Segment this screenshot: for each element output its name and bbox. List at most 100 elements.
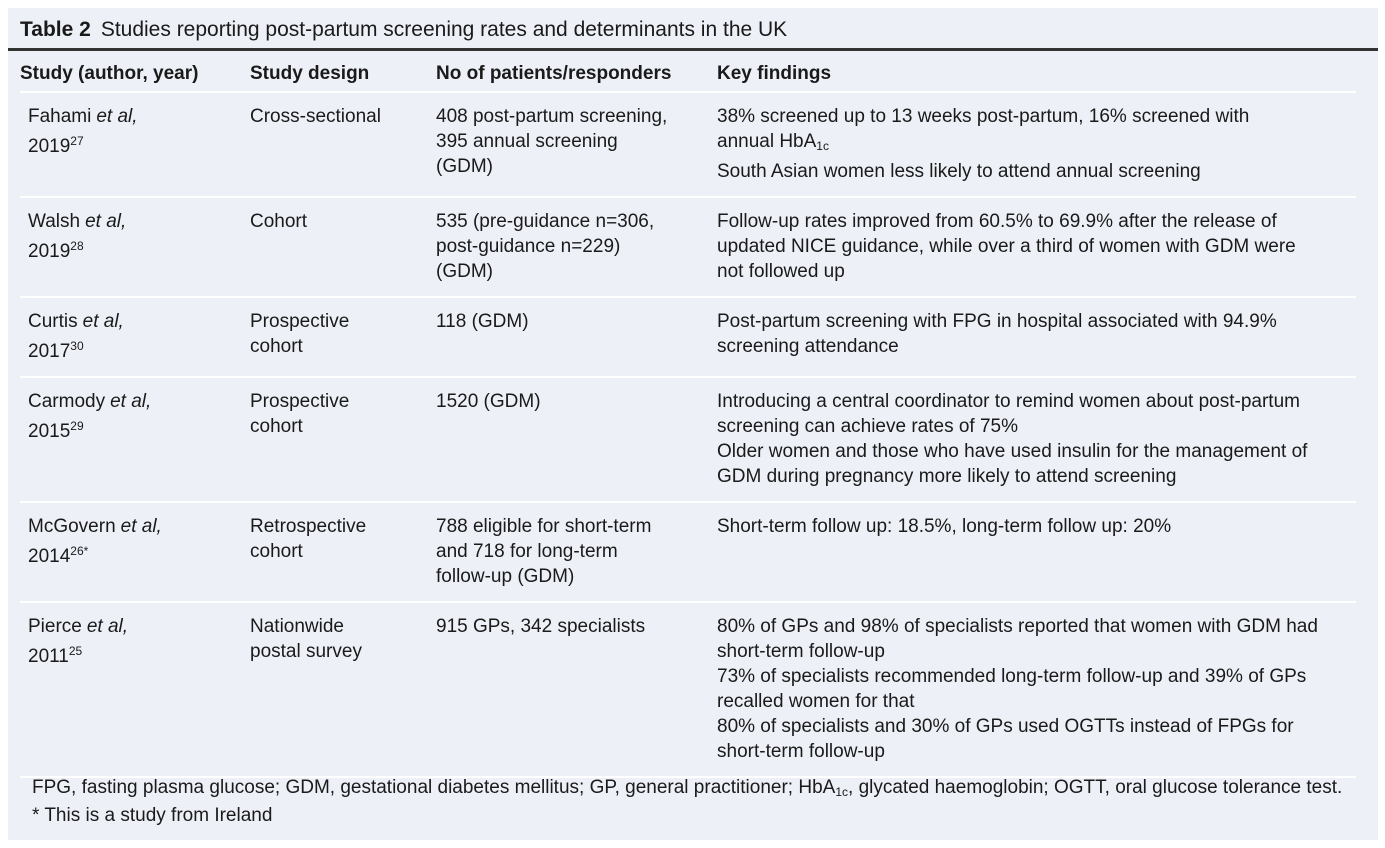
text-line: FPG, fasting plasma glucose; GDM, gestat…: [32, 776, 1342, 804]
text-line: cohort: [250, 416, 303, 437]
text: 2019: [28, 136, 71, 157]
text-line: post-guidance n=229): [436, 236, 621, 257]
text: Curtis: [28, 311, 78, 332]
table-panel: Table 2 Studies reporting post-partum scr…: [8, 8, 1378, 840]
text-line: 395 annual screening: [436, 131, 618, 152]
column-header: Study design: [250, 63, 370, 84]
text-line: GDM during pregnancy more likely to atte…: [717, 466, 1177, 487]
column-header: Key findings: [717, 63, 832, 84]
text-line: 38% screened up to 13 weeks post-partum,…: [717, 106, 1250, 127]
table-cell: 118 (GDM): [436, 309, 717, 364]
text-line: Nationwide: [250, 616, 344, 637]
text: Fahami: [28, 106, 92, 127]
text: , glycated haemoglobin; OGTT, oral gluco…: [848, 777, 1343, 798]
table: Study (author, year) Study design No of pa…: [20, 52, 1356, 778]
table-row: McGovern et al, 201426* Retrospective cohort…: [20, 503, 1356, 603]
text-line: 201426*: [28, 539, 250, 569]
text-line: 788 eligible for short-term: [436, 516, 652, 537]
text-line: Follow-up rates improved from 60.5% to 6…: [717, 211, 1277, 232]
table-cell: Prospective cohort: [250, 389, 436, 489]
text-line: Curtis et al,: [28, 309, 250, 334]
text-line: Cohort: [250, 211, 308, 232]
text-line: short-term follow-up: [717, 741, 885, 762]
text-line: (GDM): [436, 261, 493, 282]
text-line: screening can achieve rates of 75%: [717, 416, 1019, 437]
text-line: * This is a study from Ireland: [32, 805, 273, 826]
table-cell: Walsh et al, 201928: [20, 209, 250, 284]
table-row: Walsh et al, 201928 Cohort 535 (pre-guidance…: [20, 198, 1356, 298]
table-cell: 408 post-partum screening, 395 annual scr…: [436, 104, 717, 184]
italic-text: et al,: [82, 311, 124, 332]
text-line: recalled women for that: [717, 691, 915, 712]
text-line: 201730: [28, 334, 250, 364]
text-line: 201125: [28, 639, 250, 669]
table-row: Pierce et al, 201125 Nationwide postal surve…: [20, 603, 1356, 778]
text-line: Post-partum screening with FPG in hospit…: [717, 311, 1277, 332]
table-cell: Follow-up rates improved from 60.5% to 6…: [717, 209, 1356, 284]
table-cell: Cross-sectional: [250, 104, 436, 184]
text: 2015: [28, 421, 71, 442]
text-line: South Asian women less likely to attend …: [717, 161, 1201, 182]
text-line: 1520 (GDM): [436, 391, 541, 412]
text: Walsh: [28, 211, 81, 232]
text-line: and 718 for long-term: [436, 541, 618, 562]
text-line: cohort: [250, 541, 303, 562]
text-line: follow-up (GDM): [436, 566, 575, 587]
text-line: Carmody et al,: [28, 389, 250, 414]
subscript: 1c: [816, 139, 829, 153]
text-line: cohort: [250, 336, 303, 357]
text: Pierce: [28, 616, 82, 637]
italic-text: et al,: [110, 391, 152, 412]
text: Carmody: [28, 391, 106, 412]
text-line: 535 (pre-guidance n=306,: [436, 211, 655, 232]
text-line: 73% of specialists recommended long-term…: [717, 666, 1307, 687]
table-cell: 788 eligible for short-term and 718 for l…: [436, 514, 717, 589]
text-line: 201529: [28, 414, 250, 444]
superscript: 28: [70, 239, 84, 253]
table-cell: Short-term follow up: 18.5%, long-term f…: [717, 514, 1356, 589]
table-cell: 1520 (GDM): [436, 389, 717, 489]
text-line: Cross-sectional: [250, 106, 381, 127]
text: FPG, fasting plasma glucose; GDM, gestat…: [32, 777, 836, 798]
text: 2019: [28, 241, 71, 262]
table-cell: Nationwide postal survey: [250, 614, 436, 764]
text-line: Older women and those who have used insu…: [717, 441, 1308, 462]
text-line: Fahami et al,: [28, 104, 250, 129]
table-cell: Cohort: [250, 209, 436, 284]
text: McGovern: [28, 516, 116, 537]
text-line: Retrospective: [250, 516, 367, 537]
table-cell: 535 (pre-guidance n=306, post-guidance n=…: [436, 209, 717, 284]
table-cell: McGovern et al, 201426*: [20, 514, 250, 589]
text-line: updated NICE guidance, while over a thir…: [717, 236, 1296, 257]
italic-text: et al,: [85, 211, 127, 232]
text-line: screening attendance: [717, 336, 899, 357]
column-header: No of patients/responders: [436, 63, 672, 84]
column-header: Study (author, year): [20, 63, 199, 84]
superscript: 29: [70, 419, 84, 433]
table-label: Table 2: [20, 18, 91, 41]
text-line: McGovern et al,: [28, 514, 250, 539]
text-line: Walsh et al,: [28, 209, 250, 234]
text-line: 408 post-partum screening,: [436, 106, 668, 127]
table-row: Carmody et al, 201529 Prospective cohort 1520…: [20, 378, 1356, 503]
superscript: 27: [70, 134, 84, 148]
table-cell: 38% screened up to 13 weeks post-partum,…: [717, 104, 1356, 184]
italic-text: et al,: [86, 616, 129, 637]
text-line: Prospective: [250, 311, 350, 332]
text-line: 80% of specialists and 30% of GPs used O…: [717, 716, 1294, 737]
text-line: Pierce et al,: [28, 614, 250, 639]
table-title: Table 2 Studies reporting post-partum scr…: [8, 8, 1378, 51]
text-line: 201927: [28, 129, 250, 159]
text-line: Prospective: [250, 391, 350, 412]
table-cell: Carmody et al, 201529: [20, 389, 250, 489]
subscript: 1c: [835, 785, 849, 799]
table-cell: Introducing a central coordinator to rem…: [717, 389, 1356, 489]
superscript: 26*: [70, 544, 89, 558]
table-cell: 80% of GPs and 98% of specialists report…: [717, 614, 1356, 764]
text-line: short-term follow-up: [717, 641, 885, 662]
text: 2014: [28, 546, 71, 567]
italic-text: et al,: [120, 516, 162, 537]
text-line: Short-term follow up: 18.5%, long-term f…: [717, 516, 1172, 537]
table-cell: Post-partum screening with FPG in hospit…: [717, 309, 1356, 364]
text: annual HbA: [717, 131, 817, 152]
